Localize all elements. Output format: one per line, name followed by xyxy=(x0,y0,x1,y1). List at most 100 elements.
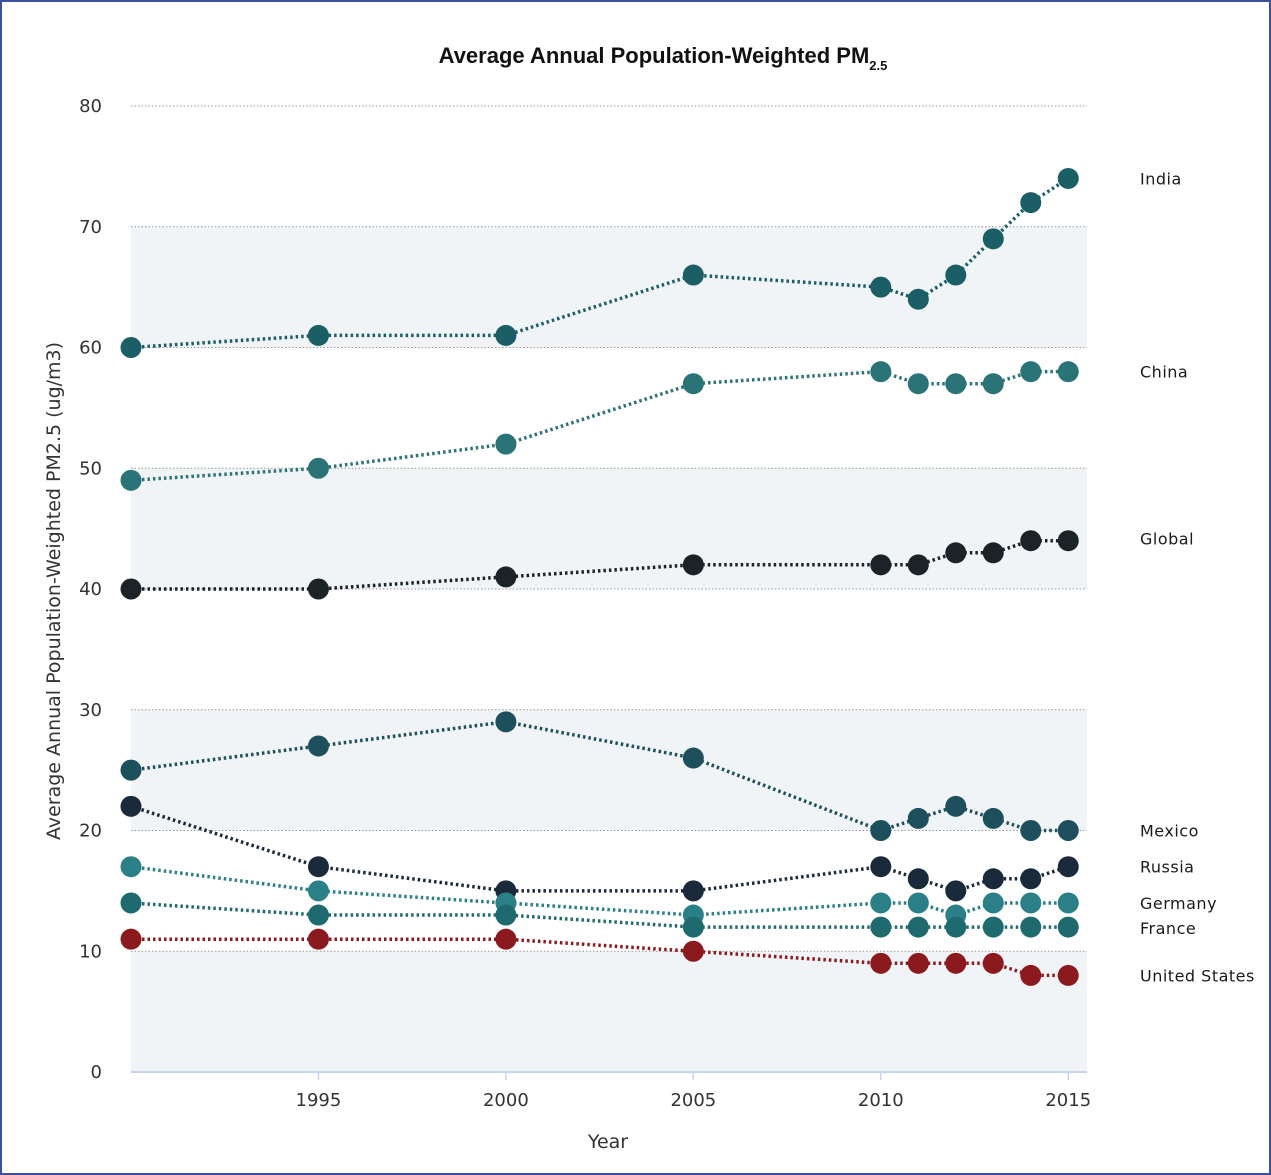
point-france-2000[interactable] xyxy=(495,904,517,926)
point-mexico-1995[interactable] xyxy=(307,735,329,757)
point-china-2012[interactable] xyxy=(945,373,967,395)
point-india-1995[interactable] xyxy=(307,324,329,346)
point-united-states-2013[interactable] xyxy=(982,952,1004,974)
point-india-2010[interactable] xyxy=(870,276,892,298)
point-russia-2014[interactable] xyxy=(1020,868,1042,890)
point-united-states-2000[interactable] xyxy=(495,928,517,950)
point-united-states-1995[interactable] xyxy=(307,928,329,950)
point-united-states-2010[interactable] xyxy=(870,952,892,974)
point-france-2010[interactable] xyxy=(870,916,892,938)
point-russia-2010[interactable] xyxy=(870,856,892,878)
point-france-2012[interactable] xyxy=(945,916,967,938)
point-china-2010[interactable] xyxy=(870,361,892,383)
point-china-1995[interactable] xyxy=(307,457,329,479)
point-united-states-2014[interactable] xyxy=(1020,964,1042,986)
point-china-2014[interactable] xyxy=(1020,361,1042,383)
point-united-states-1990[interactable] xyxy=(120,928,142,950)
x-tick-2015: 2015 xyxy=(1045,1090,1091,1111)
y-tick-40: 40 xyxy=(79,579,102,600)
point-india-1990[interactable] xyxy=(120,337,142,358)
point-global-2013[interactable] xyxy=(982,542,1004,564)
series-label-global: Global xyxy=(1140,530,1194,549)
point-china-2000[interactable] xyxy=(495,433,517,455)
y-tick-50: 50 xyxy=(79,458,102,479)
y-tick-0: 0 xyxy=(91,1062,102,1083)
y-tick-30: 30 xyxy=(79,700,102,721)
point-france-2014[interactable] xyxy=(1020,916,1042,938)
point-france-1995[interactable] xyxy=(307,904,329,926)
point-global-2012[interactable] xyxy=(945,542,967,564)
point-russia-1995[interactable] xyxy=(307,856,329,878)
series-line-china xyxy=(130,369,1069,483)
point-india-2012[interactable] xyxy=(945,264,967,286)
point-mexico-2000[interactable] xyxy=(495,711,517,733)
point-mexico-1990[interactable] xyxy=(120,759,142,781)
point-india-2000[interactable] xyxy=(495,324,517,346)
point-mexico-2013[interactable] xyxy=(982,807,1004,829)
point-germany-1990[interactable] xyxy=(120,856,142,878)
point-france-2011[interactable] xyxy=(907,916,929,938)
point-global-2011[interactable] xyxy=(907,554,929,576)
point-france-2013[interactable] xyxy=(982,916,1004,938)
point-france-2015[interactable] xyxy=(1057,916,1079,938)
point-global-2015[interactable] xyxy=(1057,530,1079,552)
point-china-2011[interactable] xyxy=(907,373,929,395)
series-label-mexico: Mexico xyxy=(1140,822,1199,841)
point-united-states-2005[interactable] xyxy=(682,940,704,962)
x-tick-2010: 2010 xyxy=(858,1090,904,1111)
point-global-1990[interactable] xyxy=(120,578,142,600)
point-china-1990[interactable] xyxy=(120,469,142,491)
series-labels: India China Global Mexico Russia Germany Franc… xyxy=(1140,169,1254,985)
point-mexico-2014[interactable] xyxy=(1020,820,1042,841)
point-mexico-2010[interactable] xyxy=(870,820,892,841)
chart-title: Average Annual Population-Weighted PM2.5 xyxy=(439,43,888,73)
point-india-2014[interactable] xyxy=(1020,192,1042,214)
chart-title-main: Average Annual Population-Weighted PM xyxy=(439,43,870,68)
point-mexico-2005[interactable] xyxy=(682,747,704,769)
point-global-2014[interactable] xyxy=(1020,530,1042,552)
point-global-2005[interactable] xyxy=(682,554,704,576)
point-china-2005[interactable] xyxy=(682,373,704,395)
point-germany-2011[interactable] xyxy=(907,892,929,914)
point-russia-2013[interactable] xyxy=(982,868,1004,890)
point-russia-2015[interactable] xyxy=(1057,856,1079,878)
point-france-1990[interactable] xyxy=(120,892,142,914)
background-bands xyxy=(131,226,1087,1072)
y-tick-70: 70 xyxy=(79,217,102,238)
point-russia-2011[interactable] xyxy=(907,868,929,890)
point-india-2015[interactable] xyxy=(1057,167,1079,189)
point-germany-2010[interactable] xyxy=(870,892,892,914)
series-label-germany: Germany xyxy=(1140,894,1217,913)
point-china-2013[interactable] xyxy=(982,373,1004,395)
series-line-russia xyxy=(130,804,1069,893)
point-germany-2013[interactable] xyxy=(982,892,1004,914)
point-mexico-2015[interactable] xyxy=(1057,820,1079,841)
point-india-2005[interactable] xyxy=(682,264,704,286)
point-united-states-2015[interactable] xyxy=(1057,964,1079,986)
series-line-india xyxy=(130,176,1070,350)
x-tick-2005: 2005 xyxy=(670,1090,716,1111)
point-france-2005[interactable] xyxy=(682,916,704,938)
point-india-2011[interactable] xyxy=(907,288,929,310)
y-axis-ticks: 0 10 20 30 40 50 60 70 80 xyxy=(79,96,102,1083)
series-line-mexico xyxy=(130,720,1069,833)
point-global-2010[interactable] xyxy=(870,554,892,576)
point-india-2013[interactable] xyxy=(982,228,1004,250)
point-mexico-2012[interactable] xyxy=(945,795,967,817)
point-russia-2005[interactable] xyxy=(682,880,704,902)
x-tick-2000: 2000 xyxy=(483,1090,529,1111)
point-united-states-2011[interactable] xyxy=(907,952,929,974)
point-russia-1990[interactable] xyxy=(120,795,142,817)
point-germany-2014[interactable] xyxy=(1020,892,1042,914)
point-germany-2015[interactable] xyxy=(1057,892,1079,914)
point-russia-2012[interactable] xyxy=(945,880,967,902)
point-china-2015[interactable] xyxy=(1057,361,1079,383)
point-germany-1995[interactable] xyxy=(307,880,329,902)
point-mexico-2011[interactable] xyxy=(907,807,929,829)
point-united-states-2012[interactable] xyxy=(945,952,967,974)
point-global-2000[interactable] xyxy=(495,566,517,588)
point-global-1995[interactable] xyxy=(307,578,329,600)
band-20-30 xyxy=(131,709,1087,831)
y-tick-60: 60 xyxy=(79,338,102,359)
